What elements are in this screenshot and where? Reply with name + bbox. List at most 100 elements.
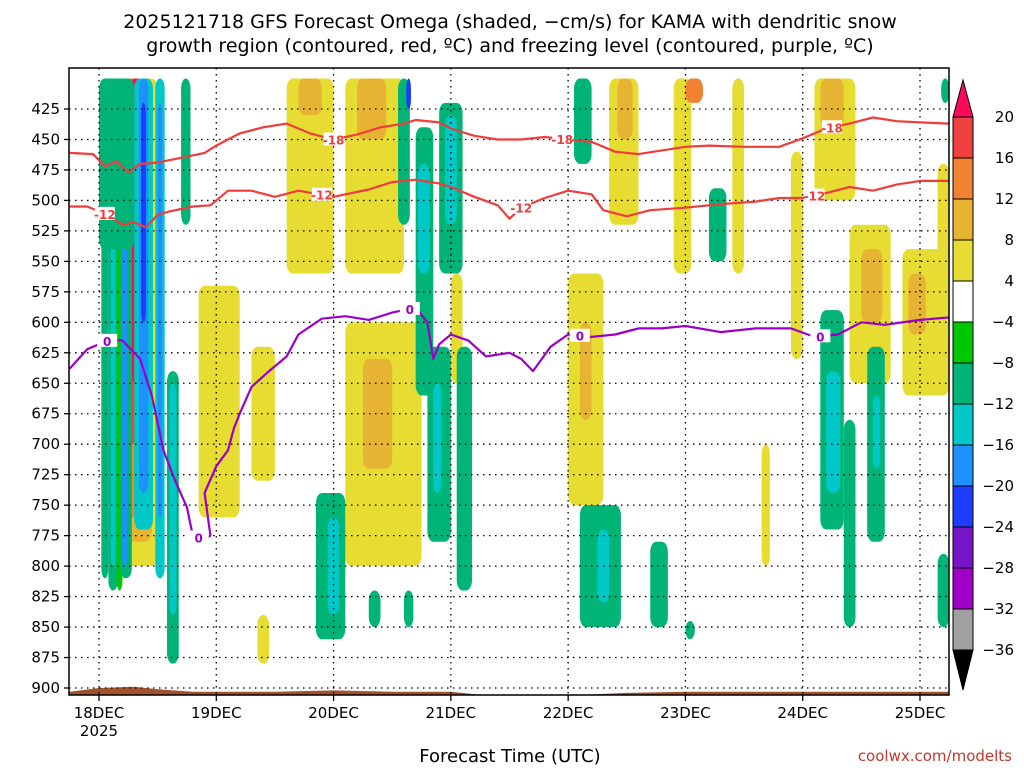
colorbar-tick-label-0: 20 [995,108,1014,126]
omega-negative-region-27 [403,590,414,628]
y-tick-label-575: 575 [31,283,60,301]
colorbar-tick-label-10: −24 [982,518,1014,536]
colorbar-tick-label-9: −20 [982,477,1014,495]
colorbar-tick-label-2: 12 [995,190,1014,208]
colorbar-tick-label-6: −8 [992,354,1014,372]
y-tick-label-900: 900 [31,679,60,697]
isotherm-zero-label-bg-4 [810,329,831,343]
y-tick-label-650: 650 [31,374,60,392]
isotherm-minus12-label-bg-2 [511,200,532,214]
isotherm-minus12-label-bg-1 [311,187,332,201]
y-tick-label-675: 675 [31,405,60,423]
chart-title-line2: growth region (contoured, red, ºC) and f… [146,35,873,57]
isotherm-minus18-label-bg-0 [323,132,344,146]
colorbar-tick-label-5: −4 [992,313,1014,331]
omega-positive-region-5 [198,285,240,518]
y-tick-label-775: 775 [31,527,60,545]
colorbar-top-arrow [952,78,974,118]
colorbar-swatch-7 [952,403,974,446]
omega-negative-region-12 [169,383,177,615]
colorbar-swatch-11 [952,567,974,610]
y-tick-label-450: 450 [31,130,60,148]
omega-positive-region-16 [579,322,592,420]
omega-positive-region-28 [908,273,926,335]
omega-positive-region-9 [298,78,322,116]
omega-negative-region-10 [157,102,163,518]
isotherm-minus12-label-3: -12 [804,190,826,204]
isotherm-zero-label-3: 0 [576,330,584,344]
colorbar-swatch-12 [952,608,974,651]
omega-negative-region-13 [99,78,135,250]
omega-shading [99,78,949,664]
omega-positive-region-11 [357,78,387,140]
isotherm-contours: -18 -18 -18 -12 -12 -12 -12 0 0 0 0 0 [69,116,949,545]
colorbar-tick-label-12: −32 [982,600,1014,618]
omega-positive-region-19 [673,78,692,274]
isotherm-minus18-label-1: -18 [551,133,573,147]
x-tick-label-23DEC: 23DEC [660,704,711,722]
x-tick-label-20DEC: 20DEC [308,704,359,722]
colorbar-swatch-4 [952,280,974,323]
omega-negative-region-33 [708,188,727,262]
x-tick-label-25DEC: 25DEC [895,704,946,722]
colorbar-tick-label-11: −28 [982,559,1014,577]
omega-negative-region-26 [368,590,381,628]
colorbar-swatch-10 [952,526,974,569]
omega-positive-region-24 [820,78,844,128]
omega-positive-region-8 [286,78,334,274]
isotherm-minus18-label-2: -18 [821,121,843,135]
y-tick-label-850: 850 [31,618,60,636]
y-tick-label-525: 525 [31,222,60,240]
omega-positive-region-6 [251,346,275,481]
omega-negative-region-8 [141,102,146,323]
omega-negative-region-35 [826,371,841,493]
omega-positive-region-13 [362,358,393,469]
isotherm-zero-label-1: 0 [195,531,203,545]
isotherm-minus12-label-2: -12 [510,202,532,216]
colorbar: 20 16 12 8 4 −4 −8 −12 −16 −20 −24 −28 −32 −36 [952,78,1014,691]
isotherm-zero-label-bg-0 [97,333,118,347]
colorbar-swatch-2 [952,198,974,241]
omega-negative-region-16 [406,78,411,109]
plot-frame [68,67,950,696]
terrain-fill [69,686,949,695]
colorbar-tick-label-3: 8 [1004,231,1014,249]
omega-negative-region-31 [685,620,695,640]
x-tick-label-18DEC: 18DEC [74,704,125,722]
colorbar-swatch-9 [952,485,974,528]
y-tick-label-500: 500 [31,191,60,209]
isotherm-minus12-label-bg-3 [804,188,825,202]
omega-negative-region-20 [444,115,457,225]
colorbar-tick-label-13: −36 [982,641,1014,659]
colorbar-tick-label-8: −16 [982,436,1014,454]
y-tick-label-750: 750 [31,496,60,514]
isotherm-zero-label-0: 0 [103,335,111,349]
isotherm-minus18-line [69,116,949,174]
colorbar-tick-label-1: 16 [995,149,1014,167]
y-tick-label-425: 425 [31,100,60,118]
y-tick-label-825: 825 [31,588,60,606]
x-axis-label: Forecast Time (UTC) [419,746,600,767]
omega-negative-region-32 [574,78,592,164]
x-tick-label-21DEC: 21DEC [426,704,477,722]
x-axis: 18DEC 19DEC 20DEC 21DEC 22DEC 23DEC 24DEC 25DEC [74,695,946,722]
y-tick-label-550: 550 [31,252,60,270]
isotherm-minus12-line [69,178,949,229]
isotherm-minus18-label-bg-2 [822,120,843,134]
isotherm-zero-label-4: 0 [816,330,824,344]
x-tick-label-24DEC: 24DEC [777,704,828,722]
colorbar-swatch-3 [952,239,974,282]
isotherm-minus12-label-0: -12 [94,208,116,222]
y-tick-label-875: 875 [31,649,60,667]
isotherm-zero-label-2: 0 [406,303,414,317]
omega-negative-region-15 [398,78,410,225]
credit-text: coolwx.com/modelts [858,747,1012,765]
isotherm-minus12-label-1: -12 [311,189,333,203]
colorbar-tick-label-4: 4 [1004,272,1014,290]
omega-positive-region-22 [790,151,803,359]
omega-negative-region-30 [650,541,668,628]
omega-negative-region-37 [873,395,881,469]
omega-positive-region-30 [685,78,704,103]
terrain-surface [69,686,949,695]
isotherm-zero-label-bg-2 [399,301,420,315]
